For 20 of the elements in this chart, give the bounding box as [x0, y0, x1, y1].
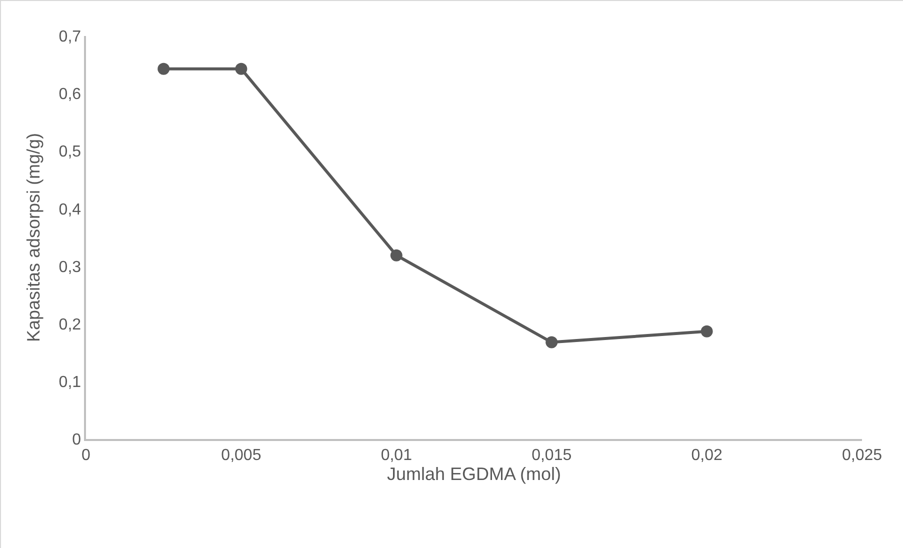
x-tick-label: 0,01 — [380, 446, 412, 464]
y-tick-label: 0,4 — [58, 201, 82, 218]
point — [700, 325, 713, 338]
point — [235, 62, 248, 75]
y-tick-label: 0 — [72, 432, 82, 449]
point — [158, 62, 170, 75]
x-tick-label: 0,025 — [842, 446, 882, 464]
y-tick-label: 0,5 — [58, 144, 82, 161]
point — [390, 249, 402, 262]
x-tick-label: 0,02 — [691, 446, 722, 464]
y-axis-title: Kapasitas adsorpsi (mg/g) — [24, 132, 44, 342]
x-axis-title: Jumlah EGDMA (mol) — [386, 464, 562, 484]
point — [546, 336, 558, 348]
x-tick-label: 0,015 — [532, 446, 572, 464]
y-tick-label: 0,6 — [58, 86, 82, 104]
y-tick-label: 0,7 — [58, 28, 82, 46]
x-tick-label: 0,005 — [221, 446, 262, 464]
y-tick-label: 0,1 — [58, 374, 82, 392]
y-tick-label: 0,2 — [58, 316, 82, 334]
y-tick-label: 0,3 — [58, 258, 82, 276]
